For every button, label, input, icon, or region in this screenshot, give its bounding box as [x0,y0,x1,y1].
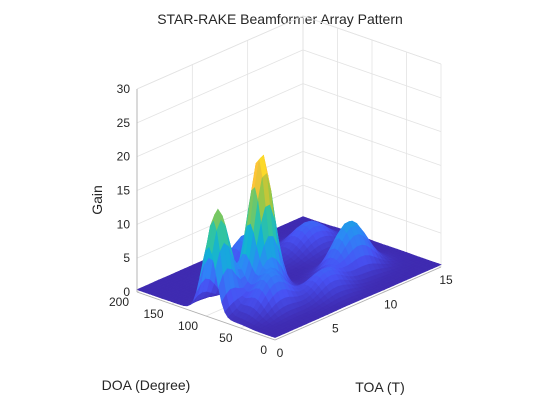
doa-axis-line [136,291,276,341]
gain-tick-label: 15 [117,184,131,198]
toa-axis-line [274,266,442,341]
doa-tick-label: 200 [109,295,129,309]
box-back-edge [136,15,304,90]
sidewall-gridline-gain [302,49,442,99]
sidewall-gridline-gain [302,83,442,133]
doa-tick-label: 100 [178,319,198,333]
z-axis-label: Gain [89,185,105,215]
surface-plot [136,154,442,338]
toa-tick-label: 5 [332,322,339,336]
surface-patch [271,334,281,338]
toa-tick-label: 0 [277,346,284,360]
y-axis-label: DOA (Degree) [102,377,191,393]
backwall-gridline-gain [136,49,304,124]
backwall-gridline-gain [136,150,304,225]
doa-tick-label: 50 [219,331,233,345]
doa-tick-label: 150 [143,307,163,321]
chart-title: STAR-RAKE Beamformer Array Pattern [157,11,403,27]
gain-tick-label: 0 [123,285,130,299]
sidewall-gridline-gain [302,184,442,234]
toa-tick-label: 10 [384,297,398,311]
doa-tick-label: 0 [260,343,267,357]
x-axis-label: TOA (T) [355,379,405,395]
box-back-edge [302,15,442,65]
backwall-gridline-gain [136,117,304,191]
toa-tick-label: 15 [439,273,453,287]
gain-tick-label: 20 [117,150,131,164]
sidewall-gridline-gain [302,150,442,200]
backwall-gridline-gain [136,83,304,158]
gain-tick-label: 5 [123,251,130,265]
axes-front-lines [136,89,442,341]
gain-tick-label: 10 [117,217,131,231]
gain-tick-label: 30 [117,82,131,96]
sidewall-gridline-gain [302,117,442,166]
gain-tick-label: 25 [117,116,131,130]
